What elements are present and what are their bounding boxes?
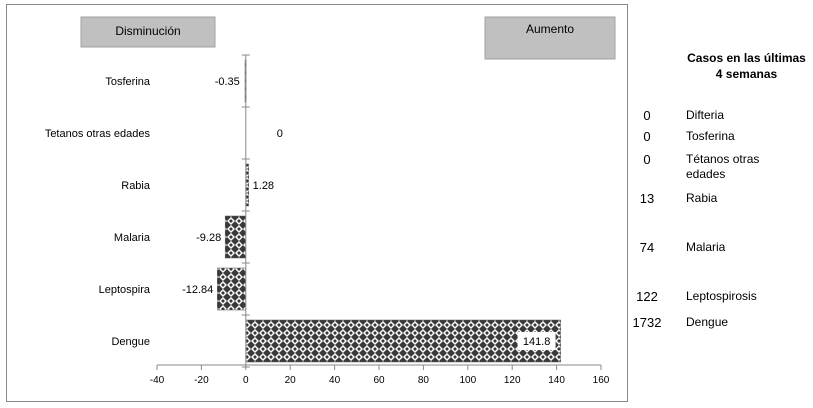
cases-label-line1: Tosferina	[686, 129, 735, 143]
data-label: 1.28	[253, 180, 274, 192]
cases-table: Casos en las últimas 4 semanas 0 Difteri…	[630, 0, 813, 408]
cases-row-difteria: 0 Difteria	[630, 108, 813, 148]
category-label: Rabia	[121, 180, 151, 192]
x-tick-label: 40	[329, 375, 341, 386]
data-label-bg	[517, 332, 556, 350]
category-label: Dengue	[111, 336, 150, 348]
x-tick-label: 140	[548, 375, 565, 386]
x-tick-label: 100	[459, 375, 476, 386]
cases-count: 1732	[632, 315, 662, 330]
cases-row-leptospirosis: 122 Leptospirosis	[630, 289, 813, 329]
cases-count: 122	[636, 289, 658, 304]
cases-label: Rabia	[686, 191, 806, 206]
cases-label-line1: Tétanos otras	[686, 152, 760, 166]
cases-table-title-line1: Casos en las últimas	[687, 51, 806, 65]
cases-label-line1: Leptospirosis	[686, 289, 757, 303]
cases-label: Leptospirosis	[686, 289, 806, 304]
cases-row-malaria: 74 Malaria	[630, 240, 813, 280]
x-tick-label: 60	[373, 375, 385, 386]
category-label: Leptospira	[99, 284, 151, 296]
bar-chart: Disminución Aumento -40 -20 0 20 40 60 80 100 12…	[45, 16, 616, 386]
cases-label-line1: Rabia	[686, 191, 718, 205]
cases-count: 0	[643, 108, 651, 123]
data-label: -0.35	[215, 76, 240, 88]
cases-count: 0	[643, 152, 651, 167]
cases-label: Tétanos otras edades	[686, 152, 806, 182]
x-tick-label: 120	[504, 375, 521, 386]
x-tick-label: 80	[418, 375, 430, 386]
data-label: 141.8	[523, 336, 551, 348]
bar	[217, 267, 247, 311]
cases-label: Difteria	[686, 108, 806, 123]
x-tick-label: -20	[194, 375, 209, 386]
legend-decrease-label: Disminución	[115, 24, 180, 38]
chart-area: Disminución Aumento -40 -20 0 20 40 60 80 100 12…	[6, 4, 628, 402]
cases-row-tetanos: 0 Tétanos otras edades	[630, 152, 813, 192]
cases-table-title: Casos en las últimas 4 semanas	[680, 50, 813, 82]
category-label: Tetanos otras edades	[45, 128, 151, 140]
cases-table-title-line2: 4 semanas	[715, 67, 778, 81]
cases-label-line1: Dengue	[686, 315, 729, 329]
bar	[224, 215, 247, 259]
cases-count: 74	[639, 240, 655, 255]
cases-count: 13	[639, 191, 655, 206]
cases-label: Dengue	[686, 315, 806, 330]
legend-increase-box: Aumento	[484, 16, 616, 60]
cases-label-line1: Malaria	[686, 240, 726, 254]
bar	[245, 319, 561, 363]
legend-increase-label: Aumento	[526, 22, 574, 36]
category-label: Malaria	[114, 232, 151, 244]
legend-decrease-box: Disminución	[80, 16, 216, 48]
data-label: -9.28	[196, 232, 221, 244]
cases-label-line1: Difteria	[686, 108, 725, 122]
data-label: 0	[277, 128, 283, 140]
cases-label: Malaria	[686, 240, 806, 255]
cases-row-rabia: 13 Rabia	[630, 191, 813, 231]
x-tick-label: 160	[593, 375, 610, 386]
data-label: -12.84	[182, 284, 213, 296]
cases-label: Tosferina	[686, 129, 806, 144]
category-label: Tosferina	[105, 76, 151, 88]
cases-row-tosferina: 0 Tosferina	[630, 129, 813, 169]
x-tick-label: 20	[285, 375, 297, 386]
cases-count: 0	[643, 129, 651, 144]
cases-label-line2: edades	[686, 167, 726, 181]
cases-row-dengue: 1732 Dengue	[630, 315, 813, 355]
x-tick-label: 0	[243, 375, 249, 386]
x-tick-label: -40	[150, 375, 165, 386]
